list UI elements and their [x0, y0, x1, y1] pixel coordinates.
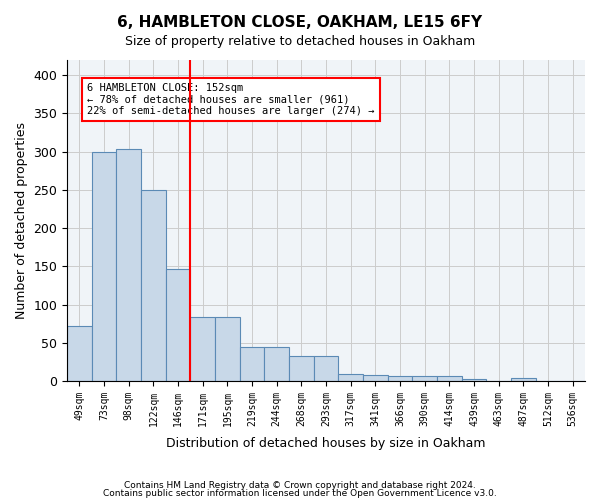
Bar [388, 376, 412, 381]
Bar [289, 356, 314, 381]
Bar [412, 376, 437, 381]
Text: Contains HM Land Registry data © Crown copyright and database right 2024.: Contains HM Land Registry data © Crown c… [124, 481, 476, 490]
Text: 6 HAMBLETON CLOSE: 152sqm
← 78% of detached houses are smaller (961)
22% of semi: 6 HAMBLETON CLOSE: 152sqm ← 78% of detac… [87, 83, 374, 116]
Bar [92, 152, 116, 381]
Bar [240, 346, 265, 381]
Bar [215, 318, 240, 381]
Bar [67, 326, 92, 381]
Text: Contains public sector information licensed under the Open Government Licence v3: Contains public sector information licen… [103, 488, 497, 498]
Bar [116, 148, 141, 381]
Bar [314, 356, 338, 381]
Bar [166, 270, 190, 381]
Bar [265, 348, 289, 381]
Bar [437, 376, 462, 381]
Text: 6, HAMBLETON CLOSE, OAKHAM, LE15 6FY: 6, HAMBLETON CLOSE, OAKHAM, LE15 6FY [118, 15, 482, 30]
Bar [338, 374, 363, 381]
Bar [190, 318, 215, 381]
Y-axis label: Number of detached properties: Number of detached properties [15, 122, 28, 319]
Bar [141, 190, 166, 381]
Bar [363, 375, 388, 381]
Text: Size of property relative to detached houses in Oakham: Size of property relative to detached ho… [125, 35, 475, 48]
Bar [511, 378, 536, 381]
Bar [462, 380, 487, 381]
X-axis label: Distribution of detached houses by size in Oakham: Distribution of detached houses by size … [166, 437, 486, 450]
